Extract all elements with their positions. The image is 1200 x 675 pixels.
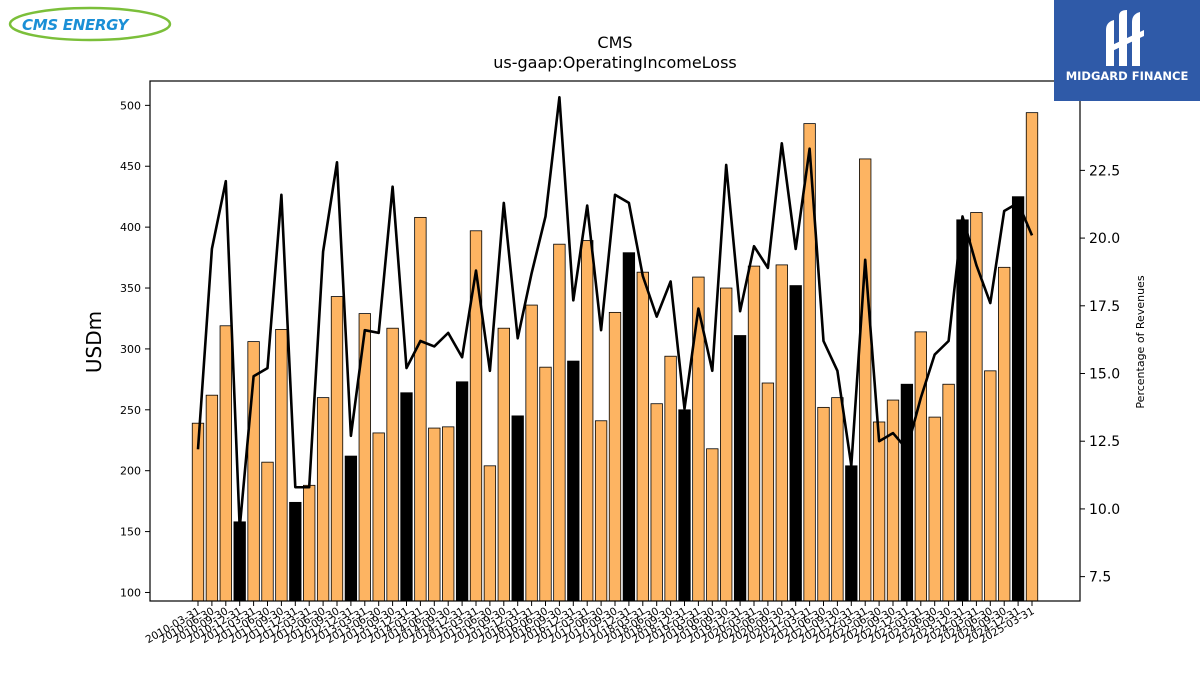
bar (998, 266, 1011, 602)
cms-energy-logo: CMS ENERGY (6, 4, 174, 44)
bar (900, 383, 914, 602)
bar (886, 399, 900, 602)
midgard-m-icon (1106, 10, 1144, 66)
chart-title: CMS (597, 33, 632, 52)
bar (567, 360, 580, 602)
bar (233, 521, 246, 602)
swoosh-icon (8, 6, 172, 42)
bar (872, 421, 886, 602)
y2-tick-label: 22.5 (1089, 163, 1120, 179)
y-tick-label: 250 (120, 404, 141, 417)
bar (775, 264, 788, 602)
bar (539, 366, 552, 602)
midgard-finance-logo: MIDGARD FINANCE (1054, 0, 1200, 101)
bar (1011, 196, 1025, 602)
bar (942, 383, 955, 602)
y-tick-label: 150 (120, 526, 141, 539)
y-axis-label: USDm (82, 311, 106, 373)
bar (455, 381, 469, 602)
y-tick-label: 200 (120, 465, 141, 478)
bar (386, 327, 399, 602)
bar (483, 465, 497, 602)
bar (733, 335, 747, 602)
bar (984, 370, 997, 602)
pct-line-group (196, 95, 1034, 530)
bar (928, 416, 941, 602)
bar (289, 501, 302, 602)
bar (316, 397, 330, 602)
bar (261, 461, 274, 602)
bar (442, 426, 455, 602)
y2-tick-label: 15.0 (1089, 367, 1120, 383)
y-tick-label: 300 (120, 343, 141, 356)
bar (414, 216, 427, 602)
bar (594, 420, 608, 602)
bar (372, 432, 385, 602)
bar (678, 409, 691, 602)
chart-subtitle: us-gaap:OperatingIncomeLoss (493, 53, 737, 72)
bar (789, 285, 802, 602)
pct-revenues-line (196, 95, 1034, 530)
bar (330, 296, 344, 602)
bar (275, 329, 288, 602)
bar (205, 394, 219, 602)
bar (636, 271, 649, 602)
bar (303, 484, 316, 602)
y2-tick-label: 10.0 (1089, 502, 1120, 518)
bar (428, 427, 441, 602)
y-tick-label: 350 (120, 282, 141, 295)
bar (747, 265, 761, 602)
bar (553, 243, 566, 602)
bar (859, 158, 872, 602)
y2-axis-label: Percentage of Revenues (1134, 275, 1147, 408)
bar (664, 355, 677, 602)
bar (956, 219, 969, 602)
axes-group: 100 150 200 250 300 350 400 450 500 7.5 10.0 12.5 15… (120, 80, 1120, 646)
bar (761, 382, 775, 602)
bar (650, 403, 663, 602)
bar (191, 422, 205, 602)
bar (845, 465, 858, 602)
y2-tick-label: 20.0 (1089, 231, 1120, 247)
y-tick-label: 400 (120, 221, 141, 234)
y-tick-label: 450 (120, 160, 141, 173)
bar (469, 230, 483, 602)
logo-text: CMS ENERGY (22, 16, 129, 34)
bar (608, 311, 622, 602)
bar (219, 325, 232, 602)
bar (581, 240, 594, 602)
bar (497, 327, 510, 602)
bar (525, 304, 538, 602)
bar (720, 287, 733, 602)
bar (1025, 112, 1039, 602)
bar (914, 331, 927, 602)
bar (344, 455, 358, 602)
bar (400, 392, 413, 602)
y2-tick-label: 7.5 (1089, 570, 1111, 586)
y-tick-label: 100 (120, 586, 141, 599)
y2-tick-label: 17.5 (1089, 299, 1120, 315)
y-tick-label: 500 (120, 99, 141, 112)
y2-tick-label: 12.5 (1089, 434, 1120, 450)
brand-text: MIDGARD FINANCE (1065, 69, 1189, 83)
bar (511, 415, 524, 602)
bar (706, 448, 719, 602)
bars-group (191, 112, 1039, 602)
bar (622, 252, 636, 602)
bar (970, 212, 983, 602)
bar (817, 406, 830, 602)
bar (831, 397, 844, 602)
